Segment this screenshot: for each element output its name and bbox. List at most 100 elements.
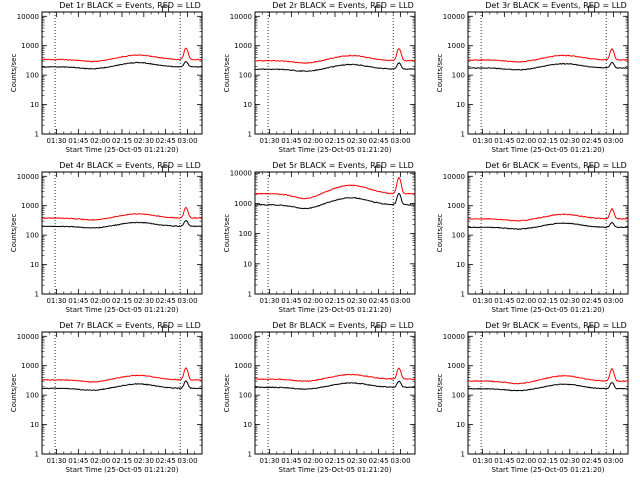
panel-title: Det 6r BLACK = Events, RED = LLD [485, 161, 627, 170]
panel-title: Det 9r BLACK = Events, RED = LLD [485, 321, 627, 330]
x-tick-label: 02:45 [369, 297, 389, 305]
x-tick-label: 02:45 [582, 457, 602, 465]
x-axis-label: Start Time (25-Oct-05 01:21:20) [492, 306, 605, 314]
x-tick-label: 02:00 [90, 297, 110, 305]
y-tick-label: 1000 [234, 200, 252, 208]
y-axis-label: Counts/sec [10, 374, 18, 413]
lld-series-line [41, 47, 203, 63]
x-tick-label: 01:45 [281, 137, 301, 145]
y-tick-label: 1000 [234, 42, 252, 50]
panel-title: Det 1r BLACK = Events, RED = LLD [59, 1, 201, 10]
x-tick-label: 02:15 [538, 137, 558, 145]
chart-panel: Det 4r BLACK = Events, RED = LLD 1 10 100 10… [10, 161, 203, 314]
x-tick-label: 02:00 [303, 137, 323, 145]
x-tick-label: 02:15 [112, 457, 132, 465]
lld-series-line [467, 207, 629, 222]
x-tick-label: 01:30 [472, 297, 492, 305]
y-tick-label: 1 [35, 451, 39, 459]
chart-panel: Det 6r BLACK = Events, RED = LLD 1 10 100 10… [436, 161, 629, 314]
y-tick-label: 1 [35, 131, 39, 139]
y-tick-label: 100 [452, 392, 465, 400]
x-tick-label: 02:15 [112, 297, 132, 305]
x-tick-label: 02:30 [134, 297, 154, 305]
x-tick-label: 02:45 [156, 137, 176, 145]
x-tick-label: 02:45 [369, 137, 389, 145]
y-tick-label: 100 [452, 72, 465, 80]
y-tick-label: 100 [239, 72, 252, 80]
lld-series-line [254, 48, 416, 64]
x-tick-label: 02:00 [516, 297, 536, 305]
lld-series-line [41, 206, 202, 221]
y-tick-label: 1 [461, 131, 465, 139]
y-axis-label: Counts/sec [223, 374, 231, 413]
y-tick-label: 10 [456, 101, 465, 109]
y-tick-label: 1000 [234, 362, 252, 370]
plot-frame [254, 11, 416, 135]
events-series-line [254, 380, 416, 390]
x-tick-label: 02:15 [325, 137, 345, 145]
x-tick-label: 02:30 [347, 297, 367, 305]
y-tick-label: 10000 [230, 170, 252, 178]
y-axis-label: Counts/sec [10, 54, 18, 93]
x-tick-label: 02:15 [538, 457, 558, 465]
panel-title: Det 5r BLACK = Events, RED = LLD [272, 161, 414, 170]
x-tick-label: 02:15 [538, 297, 558, 305]
x-tick-label: 01:30 [259, 137, 279, 145]
y-tick-label: 1000 [447, 42, 465, 50]
events-series-line [41, 61, 202, 70]
y-tick-label: 1000 [21, 362, 39, 370]
x-axis-label: Start Time (25-Oct-05 01:21:20) [279, 306, 392, 314]
x-tick-label: 02:15 [112, 137, 132, 145]
y-axis-label: Counts/sec [436, 374, 444, 413]
y-tick-label: 10000 [17, 173, 39, 181]
x-tick-label: 03:00 [177, 137, 197, 145]
y-tick-label: 10000 [17, 333, 39, 341]
y-axis-label: Counts/sec [436, 214, 444, 253]
x-tick-label: 02:15 [325, 297, 345, 305]
x-tick-label: 01:30 [472, 137, 492, 145]
plot-frame [467, 11, 629, 135]
y-tick-label: 10 [243, 421, 252, 429]
y-tick-label: 10 [30, 261, 39, 269]
x-tick-label: 03:00 [390, 297, 410, 305]
y-tick-label: 10000 [443, 333, 465, 341]
x-tick-label: 01:45 [494, 297, 514, 305]
x-tick-label: 01:45 [494, 457, 514, 465]
x-axis-label: Start Time (25-Oct-05 01:21:20) [492, 466, 605, 474]
y-tick-label: 10000 [443, 13, 465, 21]
x-axis-label: Start Time (25-Oct-05 01:21:20) [279, 146, 392, 154]
events-series-line [467, 221, 629, 230]
x-tick-label: 03:00 [177, 457, 197, 465]
y-axis-label: Counts/sec [10, 214, 18, 253]
x-tick-label: 02:00 [90, 137, 110, 145]
chart-panel: Det 7r BLACK = Events, RED = LLD 1 10 100 10… [10, 321, 203, 474]
plot-frame [41, 171, 203, 295]
plot-frame [467, 331, 629, 455]
chart-panel: Det 1r BLACK = Events, RED = LLD 1 10 100 10… [10, 1, 203, 154]
plot-frame [467, 171, 629, 295]
plot-frame [41, 331, 203, 455]
y-axis-label: Counts/sec [223, 214, 231, 253]
x-tick-label: 02:00 [90, 457, 110, 465]
y-tick-label: 10 [243, 260, 252, 268]
x-tick-label: 03:00 [603, 457, 623, 465]
x-tick-label: 01:45 [281, 297, 301, 305]
x-tick-label: 01:45 [68, 457, 88, 465]
y-tick-label: 100 [26, 232, 39, 240]
y-tick-label: 1 [248, 291, 252, 299]
y-tick-label: 1 [35, 291, 39, 299]
x-tick-label: 03:00 [390, 137, 410, 145]
x-tick-label: 03:00 [390, 457, 410, 465]
y-tick-label: 1 [248, 451, 252, 459]
lld-series-line [254, 367, 415, 382]
x-tick-label: 01:30 [259, 297, 279, 305]
x-tick-label: 03:00 [177, 297, 197, 305]
x-tick-label: 02:30 [134, 137, 154, 145]
chart-panel: Det 5r BLACK = Events, RED = LLD 1 10 100 10… [223, 161, 416, 314]
chart-panel: Det 9r BLACK = Events, RED = LLD 1 10 100 10… [436, 321, 629, 474]
x-tick-label: 01:45 [68, 137, 88, 145]
lld-series-line [467, 367, 629, 385]
x-tick-label: 01:30 [472, 457, 492, 465]
events-series-line [467, 382, 629, 392]
